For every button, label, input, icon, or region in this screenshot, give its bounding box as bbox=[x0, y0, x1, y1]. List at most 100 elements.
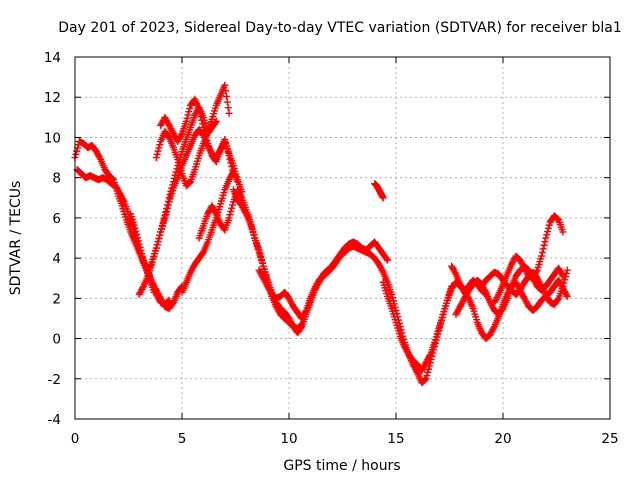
data-point bbox=[222, 87, 230, 95]
data-point bbox=[388, 290, 396, 298]
data-point bbox=[421, 376, 429, 384]
data-point bbox=[154, 147, 162, 155]
axis-ticks bbox=[74, 56, 611, 420]
x-tick-label: 20 bbox=[494, 431, 511, 447]
data-point bbox=[156, 141, 164, 149]
data-point bbox=[563, 292, 571, 300]
y-tick-label: 2 bbox=[52, 291, 61, 307]
data-point bbox=[162, 211, 170, 219]
data-point bbox=[197, 113, 205, 121]
data-point bbox=[228, 204, 236, 212]
data-points bbox=[71, 81, 571, 387]
series-trace-o bbox=[452, 262, 567, 318]
x-tick-labels: 0 5 10 15 20 25 bbox=[71, 431, 619, 447]
data-point bbox=[139, 284, 147, 292]
x-axis-label: GPS time / hours bbox=[283, 458, 400, 474]
data-point bbox=[424, 368, 432, 376]
series-trace-l bbox=[371, 180, 387, 202]
data-point bbox=[131, 224, 139, 232]
data-point bbox=[539, 245, 547, 253]
y-tick-label: 6 bbox=[52, 211, 61, 227]
data-point bbox=[173, 165, 181, 173]
data-point bbox=[161, 214, 169, 222]
data-point bbox=[541, 238, 549, 246]
series-trace-q bbox=[478, 266, 571, 308]
series-trace-f bbox=[152, 117, 220, 190]
data-point bbox=[225, 109, 233, 117]
data-point bbox=[221, 81, 229, 89]
data-point bbox=[163, 204, 171, 212]
y-tick-label: -2 bbox=[48, 372, 61, 388]
data-point bbox=[554, 296, 562, 304]
x-tick-label: 0 bbox=[71, 431, 80, 447]
data-point bbox=[186, 104, 194, 112]
data-point bbox=[195, 105, 203, 113]
data-point bbox=[134, 237, 142, 245]
data-point bbox=[544, 228, 552, 236]
data-point bbox=[203, 136, 211, 144]
data-point bbox=[202, 133, 210, 141]
data-point bbox=[198, 116, 206, 124]
data-point bbox=[391, 303, 399, 311]
data-point bbox=[490, 324, 498, 332]
data-point bbox=[200, 127, 208, 135]
data-point bbox=[563, 266, 571, 274]
data-point bbox=[137, 246, 145, 254]
x-tick-label: 15 bbox=[387, 431, 404, 447]
data-point bbox=[139, 253, 147, 261]
data-point bbox=[561, 273, 569, 281]
data-point bbox=[135, 240, 143, 248]
data-point bbox=[152, 244, 160, 252]
data-point bbox=[297, 324, 305, 332]
data-point bbox=[234, 178, 242, 186]
data-point bbox=[199, 123, 207, 131]
series-trace-c bbox=[127, 210, 186, 312]
series-trace-a bbox=[71, 137, 173, 308]
chart-title: Day 201 of 2023, Sidereal Day-to-day VTE… bbox=[58, 20, 621, 36]
data-point bbox=[544, 224, 552, 232]
data-point bbox=[133, 234, 141, 242]
data-point bbox=[425, 365, 433, 373]
data-point bbox=[383, 255, 391, 263]
data-point bbox=[177, 131, 185, 139]
data-point bbox=[199, 120, 207, 128]
data-point bbox=[559, 228, 567, 236]
data-point bbox=[164, 201, 172, 209]
x-tick-label: 5 bbox=[178, 431, 187, 447]
data-point bbox=[229, 201, 237, 209]
data-point bbox=[542, 234, 550, 242]
y-tick-labels: -4 -2 0 2 4 6 8 10 12 14 bbox=[44, 50, 61, 428]
data-point bbox=[422, 375, 430, 383]
data-point bbox=[425, 352, 433, 360]
data-point bbox=[154, 238, 162, 246]
series-trace-m bbox=[379, 278, 456, 375]
data-point bbox=[96, 154, 104, 162]
data-point bbox=[138, 250, 146, 258]
data-point bbox=[153, 241, 161, 249]
x-tick-label: 10 bbox=[280, 431, 297, 447]
data-point bbox=[155, 234, 163, 242]
data-point bbox=[494, 292, 502, 300]
data-point bbox=[378, 267, 386, 275]
data-point bbox=[156, 231, 164, 239]
data-point bbox=[224, 104, 232, 112]
data-point bbox=[559, 282, 567, 290]
data-point bbox=[423, 372, 431, 380]
grid-lines bbox=[75, 57, 610, 419]
data-point bbox=[241, 208, 249, 216]
data-point bbox=[392, 306, 400, 314]
data-point bbox=[164, 297, 172, 305]
data-point bbox=[560, 279, 568, 287]
data-point bbox=[212, 117, 220, 125]
data-point bbox=[301, 308, 309, 316]
data-point bbox=[383, 256, 391, 264]
y-tick-label: 10 bbox=[44, 130, 61, 146]
data-point bbox=[183, 114, 191, 122]
data-point bbox=[211, 208, 219, 216]
data-point bbox=[155, 144, 163, 152]
data-point bbox=[481, 287, 489, 295]
data-point bbox=[132, 227, 140, 235]
data-point bbox=[211, 119, 219, 127]
data-point bbox=[223, 98, 231, 106]
